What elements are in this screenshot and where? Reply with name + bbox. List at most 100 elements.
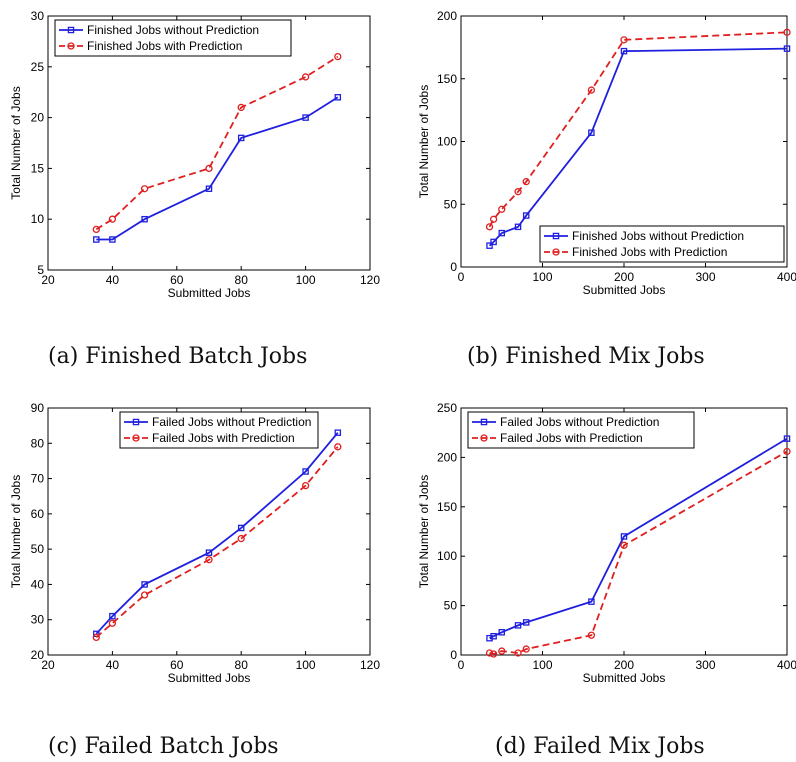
legend-box — [467, 411, 695, 449]
data-point — [514, 188, 522, 196]
x-tick-label: 300 — [695, 270, 715, 284]
data-point — [490, 238, 497, 246]
y-tick-label: 90 — [31, 401, 45, 415]
data-point — [334, 443, 342, 451]
data-point — [514, 649, 522, 657]
legend: Failed Jobs without Prediction Failed Job… — [467, 411, 695, 449]
y-tick-label: 250 — [437, 401, 457, 415]
data-point — [620, 36, 628, 44]
data-point — [140, 591, 149, 599]
y-tick-label: 20 — [31, 648, 45, 662]
y-tick-label: 100 — [437, 549, 457, 563]
series-with-prediction — [485, 447, 791, 658]
data-point — [489, 215, 498, 223]
y-tick-label: 60 — [31, 507, 45, 521]
legend: Finished Jobs without Prediction Finished… — [54, 19, 292, 57]
series-line — [95, 432, 339, 635]
series-line — [488, 31, 788, 228]
caption-c: (c) Failed Batch Jobs — [48, 734, 279, 759]
data-point — [237, 534, 245, 543]
series-without-prediction — [486, 435, 791, 642]
y-tick-label: 50 — [444, 599, 458, 613]
y-tick-label: 30 — [31, 9, 45, 23]
x-tick-label: 200 — [614, 270, 634, 284]
x-tick-label: 0 — [458, 270, 465, 284]
x-tick-label: 80 — [235, 273, 249, 287]
y-tick-label: 50 — [444, 197, 458, 211]
data-point — [588, 598, 595, 605]
chart-c-svg: 20 40 60 80 100 120 20 30 40 50 60 70 80 90 Submitted … — [9, 401, 380, 685]
data-point — [783, 28, 791, 36]
series-without-prediction — [486, 45, 791, 249]
x-tick-label: 20 — [41, 273, 55, 287]
data-point — [514, 223, 522, 231]
y-tick-label: 150 — [437, 72, 457, 86]
data-point — [237, 524, 245, 532]
y-tick-label: 25 — [31, 60, 45, 74]
legend-swatch-marker — [67, 26, 75, 34]
legend-swatch-marker — [132, 418, 140, 426]
data-point — [205, 549, 213, 556]
legend-swatch-marker — [480, 434, 488, 442]
data-point — [237, 103, 245, 112]
data-point — [498, 647, 506, 655]
data-point — [498, 629, 506, 636]
x-tick-label: 60 — [170, 658, 184, 672]
plot-frame — [47, 407, 371, 656]
data-point — [485, 223, 494, 231]
caption-d: (d) Failed Mix Jobs — [495, 734, 705, 759]
y-axis-label: Total Number of Jobs — [9, 86, 23, 199]
x-tick-label: 200 — [614, 658, 634, 672]
chart-b: 0 100 200 300 400 0 50 100 150 200 Submitted Jobs T… — [408, 0, 796, 300]
legend-label: Finished Jobs without Prediction — [572, 229, 744, 243]
data-point — [783, 447, 791, 456]
legend-box — [539, 225, 785, 263]
legend-box — [54, 19, 292, 57]
x-axis-label: Submitted Jobs — [168, 671, 251, 685]
data-point — [302, 114, 309, 121]
legend: Finished Jobs without Prediction Finished… — [539, 225, 785, 263]
data-point — [301, 481, 310, 490]
legend-label: Finished Jobs with Prediction — [572, 245, 727, 259]
legend-label: Finished Jobs without Prediction — [87, 23, 259, 37]
chart-a: 20 40 60 80 100 120 5 10 15 20 25 30 Submitted Jobs T… — [0, 0, 400, 300]
data-point — [205, 556, 213, 564]
series-line — [95, 446, 339, 639]
series-without-prediction — [93, 429, 342, 638]
data-point — [522, 212, 530, 219]
data-point — [620, 533, 628, 540]
data-point — [141, 215, 148, 223]
series-line — [96, 96, 339, 241]
data-point — [490, 632, 497, 640]
data-point — [334, 52, 342, 61]
data-point — [498, 205, 506, 213]
x-tick-label: 400 — [777, 658, 796, 672]
data-point — [783, 45, 791, 52]
data-point — [205, 164, 213, 173]
x-tick-label: 40 — [106, 273, 120, 287]
series-line — [489, 450, 788, 655]
x-axis-label: Submitted Jobs — [168, 286, 251, 300]
y-tick-label: 0 — [450, 648, 457, 662]
data-point — [92, 633, 100, 642]
x-axis-label: Submitted Jobs — [583, 283, 666, 297]
chart-d-svg: 0 100 200 300 400 0 50 100 150 200 250 Submitted Jo… — [417, 401, 796, 685]
legend-label: Failed Jobs with Prediction — [152, 431, 295, 445]
series-line — [488, 47, 788, 247]
y-axis-label: Total Number of Jobs — [9, 475, 23, 588]
caption-a: (a) Finished Batch Jobs — [48, 344, 308, 369]
legend-swatch-marker — [552, 248, 560, 256]
y-axis-label: Total Number of Jobs — [417, 85, 431, 198]
y-tick-label: 15 — [31, 161, 45, 175]
data-point — [334, 429, 342, 436]
x-tick-label: 20 — [41, 658, 55, 672]
data-point — [140, 185, 149, 193]
legend-swatch-marker — [67, 42, 75, 50]
y-tick-label: 30 — [31, 613, 45, 627]
y-tick-label: 0 — [450, 260, 457, 274]
data-point — [486, 242, 493, 249]
y-tick-label: 10 — [31, 212, 45, 226]
data-point — [485, 649, 494, 657]
y-tick-label: 5 — [37, 263, 44, 277]
